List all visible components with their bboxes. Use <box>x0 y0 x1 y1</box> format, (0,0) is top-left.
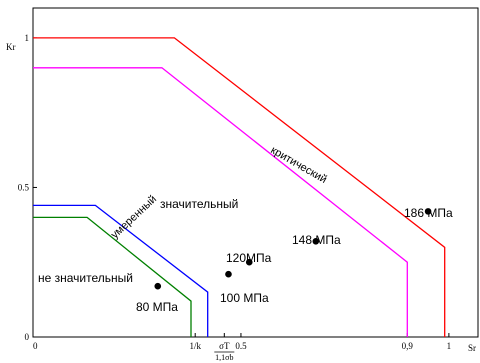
x-axis-label: Sr <box>468 343 476 353</box>
plot-border <box>32 7 479 338</box>
data-point-1 <box>225 270 232 278</box>
region-label-insignificant: не значительный <box>38 271 133 285</box>
plot-frame <box>32 7 479 338</box>
region-label-significant: значительный <box>160 197 238 211</box>
moderate-boundary-label: умеренный <box>109 193 159 241</box>
y-axis-label: Kr <box>6 42 16 52</box>
x-tick-label: 0 <box>33 341 38 351</box>
x-special-tick-sublabel: 1,1σb <box>215 353 233 362</box>
assessment-curves <box>33 37 446 337</box>
x-special-tick-label: 1/k <box>189 341 201 351</box>
data-point-0 <box>154 282 162 290</box>
assessment-curve-3 <box>33 216 192 337</box>
y-tick-label: 1 <box>25 33 30 43</box>
assessment-curve-0 <box>33 37 446 337</box>
y-axis-ticks: 00.51 <box>18 33 37 342</box>
point-label-100: 100 МПа <box>220 291 269 305</box>
assessment-curve-1 <box>33 67 408 337</box>
x-tick-label: 0,9 <box>402 341 414 351</box>
y-tick-label: 0.5 <box>18 182 30 192</box>
y-tick-label: 0 <box>25 332 30 342</box>
point-label-80: 80 МПа <box>136 300 178 314</box>
x-tick-label: 0.5 <box>235 341 247 351</box>
x-special-tick-label: σT <box>219 341 230 351</box>
point-label-120: 120МПа <box>226 251 272 265</box>
point-label-148: 148 МПа <box>292 233 341 247</box>
data-point-4 <box>424 208 432 215</box>
data-point-3 <box>312 237 320 245</box>
data-point-2 <box>245 258 253 266</box>
x-tick-label: 1 <box>447 341 452 351</box>
point-label-186: 186 МПа <box>404 206 453 220</box>
x-axis-ticks: 0 0.5 0,9 1 1/k σT 1,1σb <box>32 333 452 362</box>
assessment-curve-2 <box>33 204 209 337</box>
annotations: Kr Sr критический умеренный значительный… <box>6 42 476 353</box>
data-points <box>154 208 432 290</box>
